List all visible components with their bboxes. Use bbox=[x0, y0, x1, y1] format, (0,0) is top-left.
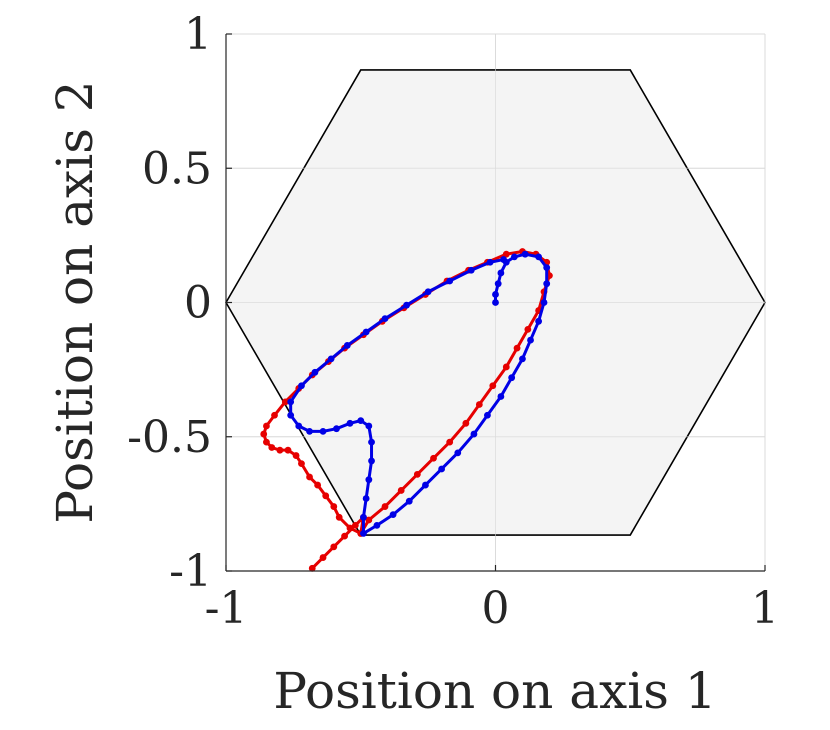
series-0-point bbox=[502, 363, 510, 371]
series-1-point bbox=[486, 258, 494, 266]
series-1-point bbox=[287, 398, 295, 406]
series-1-point bbox=[368, 457, 375, 465]
series-1-point bbox=[295, 422, 303, 430]
series-0-point bbox=[430, 454, 437, 462]
series-1-point bbox=[333, 425, 340, 433]
series-1-point bbox=[311, 368, 319, 376]
series-0-point bbox=[413, 470, 421, 478]
series-1-point bbox=[422, 481, 429, 489]
series-0-point bbox=[446, 438, 454, 446]
series-1-point bbox=[543, 264, 551, 271]
y-tick-label: 0 bbox=[184, 278, 212, 329]
series-1-point bbox=[484, 411, 491, 419]
series-0-point bbox=[268, 444, 276, 451]
series-0-point bbox=[298, 460, 305, 467]
series-0-point bbox=[351, 521, 359, 529]
series-1-point bbox=[519, 355, 526, 363]
series-0-point bbox=[263, 438, 270, 446]
series-1-point bbox=[508, 374, 516, 382]
series-0-point bbox=[381, 503, 389, 510]
series-1-point bbox=[389, 511, 397, 519]
series-1-point bbox=[373, 521, 381, 529]
series-0-point bbox=[284, 446, 292, 454]
series-0-point bbox=[292, 452, 300, 459]
series-1-point bbox=[346, 419, 354, 427]
y-tick-label: 0.5 bbox=[142, 143, 212, 194]
series-1-point bbox=[500, 256, 507, 263]
series-0-point bbox=[319, 554, 327, 561]
series-1-point bbox=[287, 411, 295, 419]
series-1-point bbox=[360, 530, 367, 537]
series-0-point bbox=[271, 411, 278, 419]
series-0-point bbox=[513, 344, 521, 352]
series-1-point bbox=[343, 342, 351, 349]
series-0-point bbox=[260, 430, 268, 438]
series-0-point bbox=[489, 382, 497, 390]
series-1-point bbox=[362, 328, 370, 336]
series-1-point bbox=[510, 253, 518, 261]
series-0-point bbox=[524, 325, 532, 333]
series-0-point bbox=[462, 419, 470, 427]
series-1-point bbox=[424, 288, 432, 296]
series-1-point bbox=[497, 269, 505, 277]
series-1-point bbox=[368, 438, 375, 446]
tick-layer: -1 0 1 -1 -0.5 0 0.5 1 bbox=[127, 9, 779, 634]
series-0-point bbox=[365, 516, 373, 524]
series-0-point bbox=[502, 250, 510, 258]
x-axis-label: Position on axis 1 bbox=[273, 662, 716, 720]
series-1-point bbox=[319, 427, 327, 435]
series-0-point bbox=[308, 564, 316, 572]
series-1-point bbox=[535, 317, 543, 325]
series-0-point bbox=[263, 422, 270, 430]
series-1-point bbox=[470, 430, 478, 438]
series-1-point bbox=[494, 280, 502, 288]
series-1-point bbox=[454, 449, 462, 457]
series-1-point bbox=[492, 291, 499, 298]
series-0-point bbox=[330, 543, 338, 551]
series-1-point bbox=[360, 513, 367, 521]
series-1-point bbox=[306, 427, 313, 435]
y-axis-label: Position on axis 2 bbox=[46, 80, 104, 523]
series-0-point bbox=[330, 503, 338, 510]
series-0-point bbox=[281, 398, 289, 406]
x-tick-label: 0 bbox=[482, 583, 510, 634]
y-tick-label: -0.5 bbox=[127, 412, 212, 463]
series-1-point bbox=[446, 277, 454, 285]
series-0-point bbox=[322, 492, 330, 500]
series-1-point bbox=[527, 336, 534, 344]
y-tick-label: 1 bbox=[184, 9, 212, 60]
series-0-point bbox=[346, 524, 354, 532]
series-1-point bbox=[362, 495, 370, 502]
series-1-point bbox=[381, 315, 389, 323]
series-1-point bbox=[540, 299, 548, 306]
series-0-point bbox=[341, 532, 348, 540]
y-tick-label: -1 bbox=[169, 546, 212, 597]
series-1-point bbox=[405, 497, 413, 505]
series-0-point bbox=[397, 487, 405, 494]
series-layer bbox=[260, 248, 553, 572]
series-1-point bbox=[327, 355, 335, 363]
series-1-point bbox=[438, 465, 445, 473]
x-tick-label: -1 bbox=[205, 583, 248, 634]
series-1-point bbox=[521, 250, 529, 258]
series-1-point bbox=[467, 266, 475, 274]
series-1-point bbox=[535, 253, 543, 261]
series-1-point bbox=[365, 476, 373, 484]
series-0-point bbox=[314, 481, 322, 489]
series-0-point bbox=[335, 513, 343, 521]
series-1-point bbox=[298, 382, 305, 390]
series-0-point bbox=[276, 446, 284, 454]
series-1-point bbox=[497, 393, 505, 400]
series-1-point bbox=[492, 299, 499, 306]
series-1-point bbox=[365, 422, 373, 430]
x-tick-label: 1 bbox=[751, 583, 779, 634]
series-0-point bbox=[306, 473, 313, 481]
series-1-point bbox=[543, 280, 551, 288]
series-1-point bbox=[357, 417, 365, 425]
series-0-point bbox=[475, 401, 483, 408]
series-1-point bbox=[403, 301, 410, 309]
